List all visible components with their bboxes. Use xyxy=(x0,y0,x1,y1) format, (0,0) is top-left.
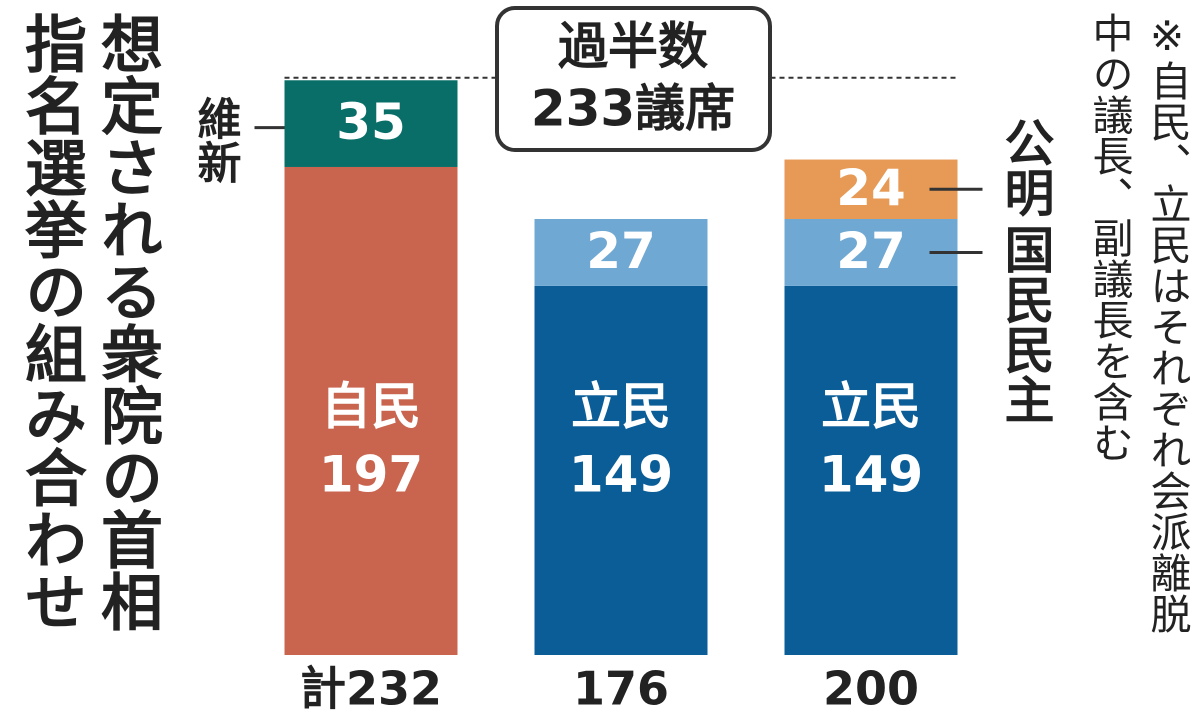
bar-segment xyxy=(784,159,958,219)
bar-segment xyxy=(784,219,958,286)
segment-name: 自民 xyxy=(321,378,421,436)
value-label: 35 xyxy=(336,93,406,151)
value-label: 27 xyxy=(836,222,906,280)
title-line: 想定される衆院の首相 xyxy=(90,12,163,632)
bar-segment xyxy=(784,285,958,655)
total-label: 176 xyxy=(573,662,669,716)
title-line: 指名選挙の組み合わせ xyxy=(14,12,87,632)
bar-segment xyxy=(284,80,458,167)
value-label: 149 xyxy=(569,446,673,504)
note-line: ※自民、立民はそれぞれ会派離脱 xyxy=(1143,12,1191,634)
note-line: 中の議長、副議長を含む xyxy=(1085,12,1133,463)
value-label: 149 xyxy=(819,446,923,504)
title: 想定される衆院の首相 指名選挙の組み合わせ xyxy=(12,12,164,632)
reference-label: 233議席 xyxy=(531,80,735,138)
bar-segment xyxy=(534,219,708,286)
segment-name: 立民 xyxy=(571,378,671,436)
value-label: 197 xyxy=(319,446,423,504)
segment-name: 立民 xyxy=(821,378,921,436)
series-label: 国民民主 xyxy=(996,224,1055,425)
bar-segment xyxy=(534,285,708,655)
note: ※自民、立民はそれぞれ会派離脱 中の議長、副議長を含む xyxy=(1080,12,1196,634)
value-label: 27 xyxy=(586,222,656,280)
bar-segment xyxy=(284,166,458,655)
series-label: 維新 xyxy=(189,95,241,184)
value-label: 24 xyxy=(836,159,906,217)
reference-box xyxy=(495,6,772,152)
total-label: 200 xyxy=(823,662,919,716)
reference-label: 過半数 xyxy=(558,18,708,76)
series-label: 公明 xyxy=(996,117,1055,218)
total-label: 計232 xyxy=(300,662,442,716)
